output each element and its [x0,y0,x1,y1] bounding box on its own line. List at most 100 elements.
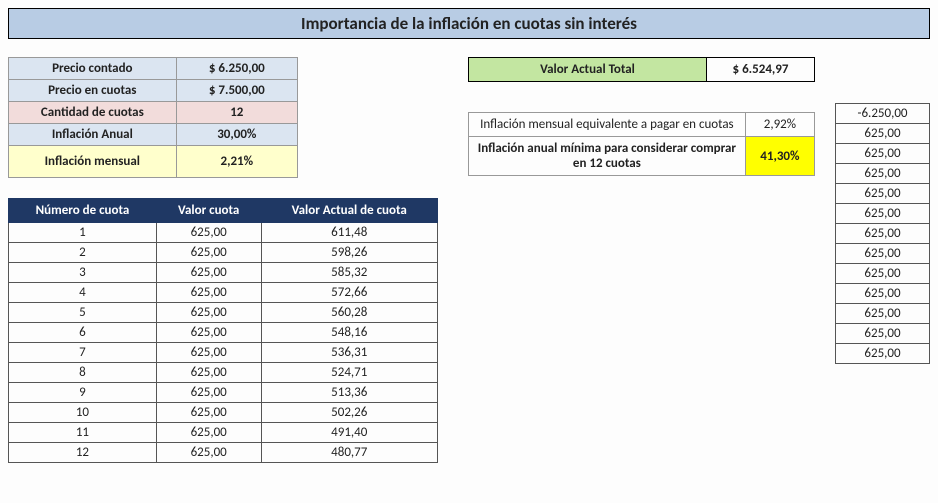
table-row: 625,00 [836,344,930,364]
table-cell: 625,00 [836,324,930,344]
input-row: Precio contado $ 6.250,00 [9,58,298,80]
table-row: 10625,00502,26 [9,403,438,423]
page-title: Importancia de la inflación en cuotas si… [8,8,930,39]
table-cell: 625,00 [156,263,261,283]
table-row: 3625,00585,32 [9,263,438,283]
infl-equiv-row: Inflación mensual equivalente a pagar en… [469,113,815,137]
infl-min-row: Inflación anual mínima para considerar c… [469,137,815,176]
table-cell: 1 [9,223,157,243]
col-vac: Valor Actual de cuota [261,199,438,223]
table-cell: 11 [9,423,157,443]
input-row: Inflación Anual 30,00% [9,124,298,146]
table-row: 8625,00524,71 [9,363,438,383]
cantidad-value: 12 [176,102,297,124]
col-num: Número de cuota [9,199,157,223]
table-row: 2625,00598,26 [9,243,438,263]
table-cell: 524,71 [261,363,438,383]
table-cell: 491,40 [261,423,438,443]
table-row: 1625,00611,48 [9,223,438,243]
table-row: 625,00 [836,204,930,224]
table-cell: -6.250,00 [836,104,930,124]
table-cell: 536,31 [261,343,438,363]
valor-actual-total-value: $ 6.524,97 [707,58,814,81]
infl-mensual-value: 2,21% [176,146,297,178]
table-cell: 625,00 [156,303,261,323]
table-cell: 585,32 [261,263,438,283]
table-row: 9625,00513,36 [9,383,438,403]
cashflow-table: -6.250,00625,00625,00625,00625,00625,006… [835,103,930,364]
table-cell: 10 [9,403,157,423]
table-row: 625,00 [836,124,930,144]
table-cell: 625,00 [156,363,261,383]
table-row: 625,00 [836,244,930,264]
table-cell: 4 [9,283,157,303]
table-row: 625,00 [836,184,930,204]
table-row: 5625,00560,28 [9,303,438,323]
table-cell: 625,00 [836,144,930,164]
infl-min-value: 41,30% [745,137,814,176]
table-row: 625,00 [836,324,930,344]
table-cell: 625,00 [156,323,261,343]
table-cell: 625,00 [836,284,930,304]
table-cell: 611,48 [261,223,438,243]
table-row: 7625,00536,31 [9,343,438,363]
precio-cuotas-value: $ 7.500,00 [176,80,297,102]
table-row: 625,00 [836,264,930,284]
table-cell: 2 [9,243,157,263]
precio-cuotas-label: Precio en cuotas [9,80,177,102]
table-row: -6.250,00 [836,104,930,124]
inputs-table: Precio contado $ 6.250,00 Precio en cuot… [8,57,298,178]
table-cell: 625,00 [836,184,930,204]
infl-min-label: Inflación anual mínima para considerar c… [469,137,746,176]
table-cell: 8 [9,363,157,383]
table-cell: 7 [9,343,157,363]
precio-contado-value: $ 6.250,00 [176,58,297,80]
table-cell: 625,00 [156,343,261,363]
table-cell: 625,00 [836,224,930,244]
infl-equiv-label: Inflación mensual equivalente a pagar en… [469,113,746,137]
table-cell: 572,66 [261,283,438,303]
table-cell: 625,00 [156,283,261,303]
table-row: 11625,00491,40 [9,423,438,443]
table-cell: 560,28 [261,303,438,323]
table-cell: 625,00 [836,244,930,264]
table-row: 625,00 [836,224,930,244]
table-row: 12625,00480,77 [9,443,438,463]
table-cell: 6 [9,323,157,343]
table-cell: 625,00 [836,204,930,224]
precio-contado-label: Precio contado [9,58,177,80]
cantidad-label: Cantidad de cuotas [9,102,177,124]
quota-table: Número de cuota Valor cuota Valor Actual… [8,198,438,463]
table-cell: 513,36 [261,383,438,403]
col-valor: Valor cuota [156,199,261,223]
table-row: 625,00 [836,144,930,164]
table-row: 6625,00548,16 [9,323,438,343]
table-cell: 502,26 [261,403,438,423]
table-cell: 625,00 [156,443,261,463]
table-cell: 480,77 [261,443,438,463]
input-row: Cantidad de cuotas 12 [9,102,298,124]
table-row: 625,00 [836,284,930,304]
infl-mensual-label: Inflación mensual [9,146,177,178]
table-row: 625,00 [836,164,930,184]
table-cell: 625,00 [836,344,930,364]
infl-equiv-value: 2,92% [745,113,814,137]
table-cell: 625,00 [156,243,261,263]
valor-actual-total-label: Valor Actual Total [469,58,707,81]
table-cell: 548,16 [261,323,438,343]
table-cell: 9 [9,383,157,403]
valor-actual-total-box: Valor Actual Total $ 6.524,97 [468,57,815,82]
table-cell: 3 [9,263,157,283]
input-row: Precio en cuotas $ 7.500,00 [9,80,298,102]
table-cell: 12 [9,443,157,463]
infl-anual-label: Inflación Anual [9,124,177,146]
derived-table: Inflación mensual equivalente a pagar en… [468,112,815,176]
infl-anual-value: 30,00% [176,124,297,146]
table-cell: 625,00 [836,264,930,284]
table-cell: 5 [9,303,157,323]
table-cell: 625,00 [836,124,930,144]
table-cell: 598,26 [261,243,438,263]
table-row: 4625,00572,66 [9,283,438,303]
table-row: 625,00 [836,304,930,324]
table-cell: 625,00 [156,403,261,423]
